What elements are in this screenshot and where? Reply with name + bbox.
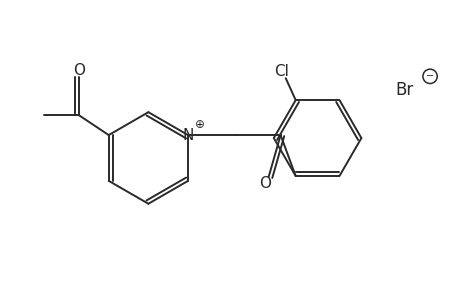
- Text: N: N: [182, 128, 193, 142]
- Text: ⊕: ⊕: [194, 118, 204, 131]
- Text: O: O: [258, 176, 270, 191]
- Text: Cl: Cl: [274, 64, 289, 79]
- Text: Br: Br: [394, 81, 413, 99]
- Text: O: O: [73, 63, 84, 78]
- Text: −: −: [425, 71, 433, 81]
